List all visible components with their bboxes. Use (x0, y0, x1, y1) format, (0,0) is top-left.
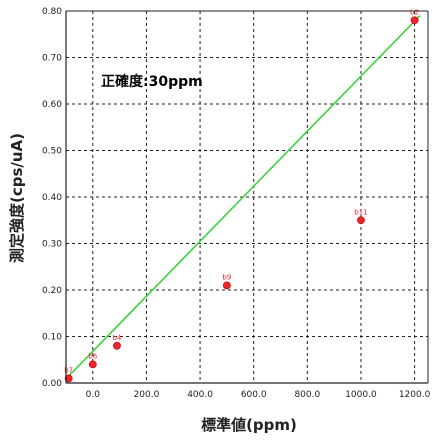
data-point (88, 360, 97, 369)
data-point-label: b6 (88, 352, 97, 360)
x-tick-label: 200.0 (134, 390, 160, 400)
data-points: b7 b6 b4 b9 b11 b2 (64, 8, 419, 383)
y-tick-label: 0.60 (42, 100, 62, 110)
tick-labels: 0.0 200.0 400.0 600.0 800.0 1000.0 1200.0 0.00 0… (42, 7, 431, 400)
fit-line (68, 15, 421, 377)
x-tick-label: 800.0 (294, 390, 320, 400)
data-point-label: b9 (222, 273, 231, 281)
y-tick-label: 0.20 (42, 286, 62, 296)
y-tick-label: 0.80 (42, 7, 62, 17)
y-tick-label: 0.30 (42, 240, 62, 250)
data-point (113, 341, 121, 350)
x-tick-label: 600.0 (241, 390, 267, 400)
x-tick-label: 1200.0 (399, 390, 431, 400)
data-point (357, 216, 365, 225)
data-point (64, 374, 73, 383)
y-tick-label: 0.10 (42, 333, 62, 343)
y-axis-title: 測定強度(cps/uA) (8, 133, 26, 263)
accuracy-annotation: 正確度:30ppm (101, 73, 203, 90)
data-point-label: b7 (64, 366, 73, 374)
y-tick-label: 0.40 (42, 193, 62, 203)
x-tick-label: 400.0 (187, 390, 213, 400)
data-point-label: b4 (112, 334, 121, 342)
y-tick-label: 0.70 (42, 54, 62, 64)
grid-lines (66, 10, 428, 383)
x-tick-label: 1000.0 (345, 390, 377, 400)
y-tick-label: 0.50 (42, 147, 62, 157)
fit-line-group (68, 15, 421, 377)
x-axis-title: 標準値(ppm) (201, 416, 297, 434)
data-point (222, 281, 231, 290)
axes (65, 10, 429, 384)
data-point (410, 16, 419, 25)
data-point-label: b2 (410, 8, 419, 16)
y-tick-label: 0.00 (42, 379, 62, 389)
x-tick-label: 0.0 (86, 390, 101, 400)
data-point-label: b11 (354, 208, 367, 216)
